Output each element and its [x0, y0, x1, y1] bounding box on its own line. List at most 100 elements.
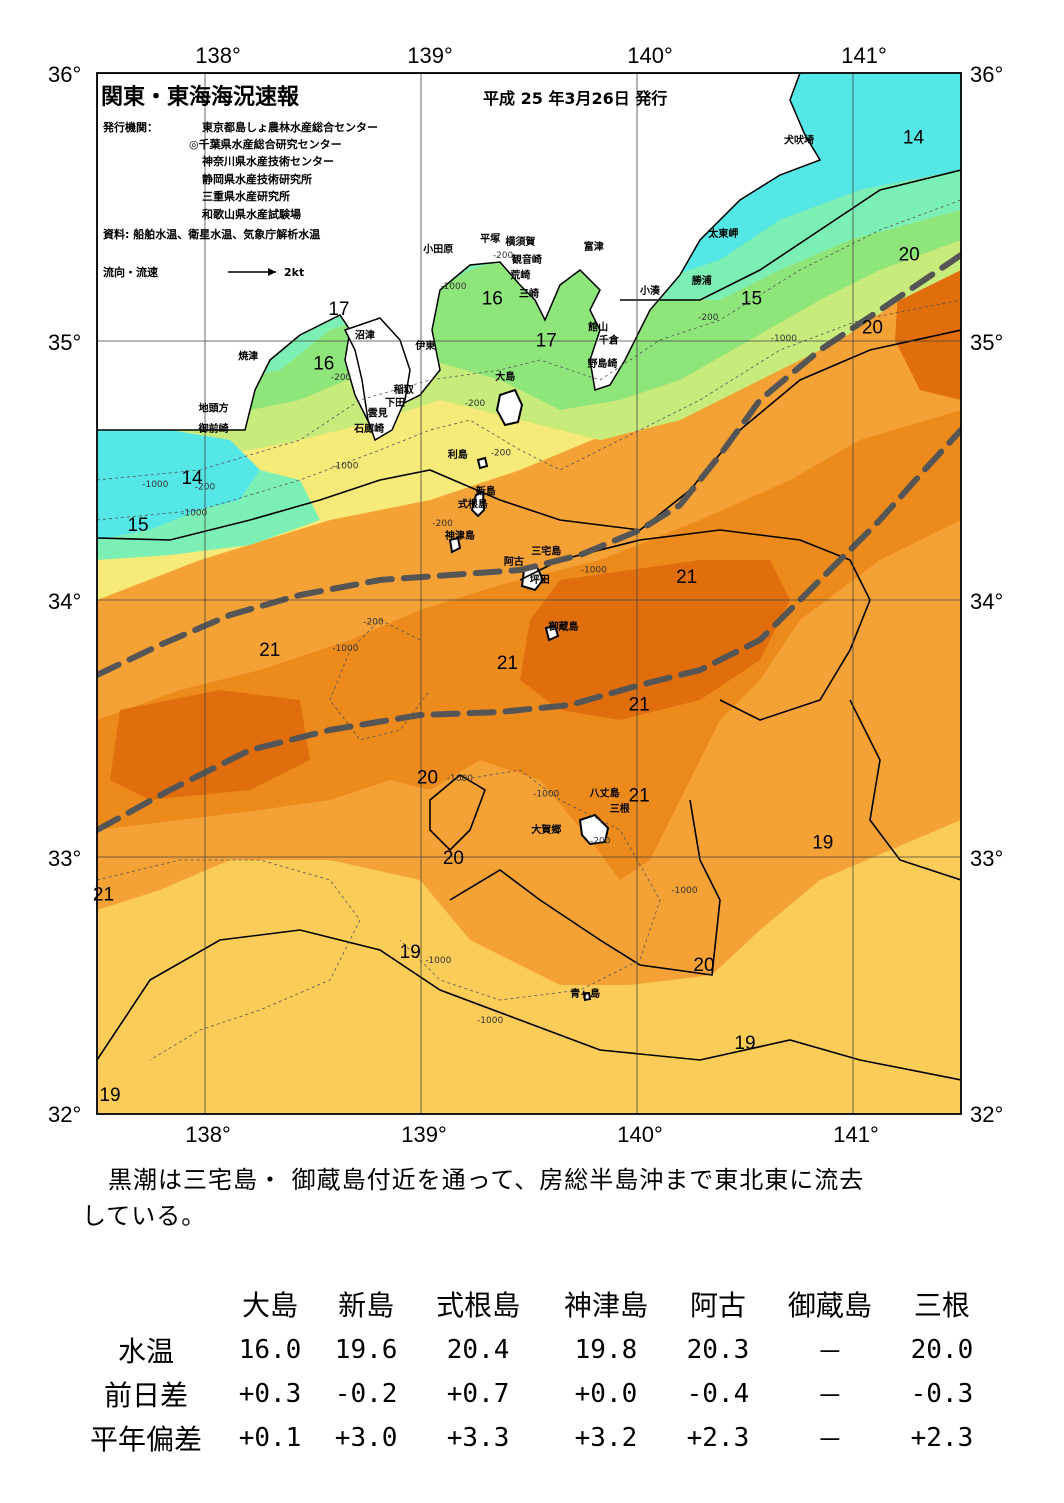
isotherm-label: 21: [629, 695, 650, 716]
depth-label: -200: [590, 836, 611, 846]
lat-tick-right-2: 34°: [970, 589, 1003, 614]
island-mikurajima: [544, 624, 560, 642]
depth-label: -1000: [440, 282, 466, 292]
stats-cell: 16.0: [238, 1335, 302, 1365]
map-frame: [96, 72, 962, 1115]
summary-line-2: している。: [82, 1202, 207, 1230]
depth-label: -1000: [671, 886, 697, 896]
isotherm-21a: [519, 529, 871, 721]
depth-200-a: [97, 199, 961, 481]
place-label: 富津: [584, 240, 604, 253]
place-label: 観音崎: [512, 253, 542, 266]
depth-label: -200: [432, 519, 453, 529]
isotherm-label: 17: [328, 299, 349, 320]
island-aogashima: [582, 991, 592, 1002]
stats-cell: 20.4: [446, 1335, 510, 1365]
isotherm-14: [620, 169, 961, 301]
lon-tick-top-2: 140°: [627, 43, 673, 68]
stats-cell: -0.3: [910, 1379, 974, 1409]
isotherm-15: [97, 329, 961, 541]
isotherm-label: 15: [741, 289, 762, 310]
place-label: 小田原: [422, 243, 453, 256]
isotherm-19b: [849, 699, 961, 881]
lat-tick-right-3: 33°: [970, 846, 1003, 871]
stats-cell: +0.7: [446, 1379, 510, 1409]
publisher-5: 和歌山県水産試験場: [202, 207, 301, 221]
place-label: 大島: [495, 370, 515, 383]
place-label: 犬吠埼: [784, 133, 814, 146]
flow-legend-value: 2kt: [284, 266, 304, 279]
depth-contours: [97, 199, 961, 1061]
depth-1000-c: [399, 769, 661, 1001]
lon-tick-bottom-1: 139°: [401, 1122, 447, 1147]
isotherm-20b: [449, 799, 721, 976]
stats-row-label: 平年偏差: [89, 1423, 202, 1456]
flow-legend-arrowhead: [268, 268, 276, 276]
stats-cell: 20.0: [910, 1335, 974, 1365]
depth-label: -1000: [771, 334, 797, 344]
stats-row-temperature: 水温 16.0 19.6 20.4 19.8 20.3 － 20.0: [70, 1328, 990, 1372]
depth-label: -200: [465, 399, 486, 409]
stats-cell: +2.3: [910, 1423, 974, 1453]
stats-cell: +0.1: [238, 1423, 302, 1453]
zone-16: [97, 210, 961, 430]
place-label: 利島: [448, 448, 468, 461]
stats-cell: -0.4: [686, 1379, 750, 1409]
isotherm-20a: [429, 774, 486, 852]
depth-label: -200: [363, 618, 384, 628]
isotherm-label: 21: [259, 640, 280, 661]
isotherm-label: 19: [734, 1033, 755, 1054]
place-label: 新島: [476, 485, 496, 498]
land-izu: [343, 317, 411, 442]
island-hachijojima: [578, 813, 610, 846]
depth-label: -1000: [477, 1016, 503, 1026]
stats-cell: 19.6: [334, 1335, 398, 1365]
depth-1000-d: [97, 859, 361, 1061]
stats-col-mitsune: 三根: [913, 1289, 970, 1322]
stats-cell: －: [816, 1337, 843, 1368]
place-label: 野島崎: [587, 357, 617, 370]
lon-tick-bottom-0: 138°: [185, 1122, 231, 1147]
place-label: 阿古: [504, 555, 524, 568]
stats-cell: +2.3: [686, 1423, 750, 1453]
lat-tick-left-4: 32°: [48, 1102, 81, 1127]
stats-cell: +0.0: [574, 1379, 638, 1409]
publisher-4: 三重県水産研究所: [202, 189, 290, 203]
place-label: 御蔵島: [548, 620, 579, 633]
isotherm-label: 21: [93, 885, 114, 906]
depth-label: -1000: [425, 956, 451, 966]
lat-tick-left-2: 34°: [48, 589, 81, 614]
isotherm-label: 20: [899, 244, 920, 265]
map-canvas: 138° 139° 140° 141° 138° 139° 140° 141° …: [48, 43, 1003, 1147]
stats-cell: -0.2: [334, 1379, 398, 1409]
lat-tick-right-4: 32°: [970, 1102, 1003, 1127]
stats-cell: +0.3: [238, 1379, 302, 1409]
isotherm-label: 19: [812, 833, 833, 854]
lat-tick-left-3: 33°: [48, 846, 81, 871]
island-kozushima: [448, 536, 462, 554]
stats-row-daily-diff: 前日差 +0.3 -0.2 +0.7 +0.0 -0.4 － -0.3: [70, 1372, 990, 1416]
place-label: 伊東: [414, 339, 435, 352]
place-label: 下田: [385, 397, 405, 409]
depth-label: -200: [698, 313, 719, 323]
data-source: 資料: 船舶水温、衛星水温、気象庁解析水温: [103, 227, 320, 241]
isotherm-label: 19: [400, 942, 421, 963]
isotherm-label: 20: [862, 317, 883, 338]
depth-label: -1000: [181, 508, 207, 518]
isotherm-label: 16: [482, 289, 503, 310]
summary-line-1: 黒潮は三宅島・ 御蔵島付近を通って、房総半島沖まで東北東に流去: [82, 1162, 982, 1198]
stats-col-mikurajima: 御蔵島: [787, 1289, 872, 1322]
stats-cell: 20.3: [686, 1335, 750, 1365]
place-label: 小湊: [639, 284, 661, 297]
depth-label: -1000: [533, 789, 559, 799]
place-label: 式根島: [458, 498, 488, 511]
depth-label: -1000: [581, 566, 607, 576]
island-oshima: [495, 388, 524, 427]
sea-temperature-map: 138° 139° 140° 141° 138° 139° 140° 141° …: [48, 43, 1003, 1147]
issue-date: 平成 25 年3月26日 発行: [483, 89, 667, 108]
stats-row-anomaly: 平年偏差 +0.1 +3.0 +3.3 +3.2 +2.3 － +2.3: [70, 1416, 990, 1460]
lon-tick-bottom-3: 141°: [833, 1122, 879, 1147]
stats-cell: －: [816, 1425, 843, 1456]
map-header: 関東・東海海況速報 平成 25 年3月26日 発行 発行機関： 東京都島しょ農林…: [101, 84, 667, 279]
depth-label: -1000: [332, 644, 358, 654]
